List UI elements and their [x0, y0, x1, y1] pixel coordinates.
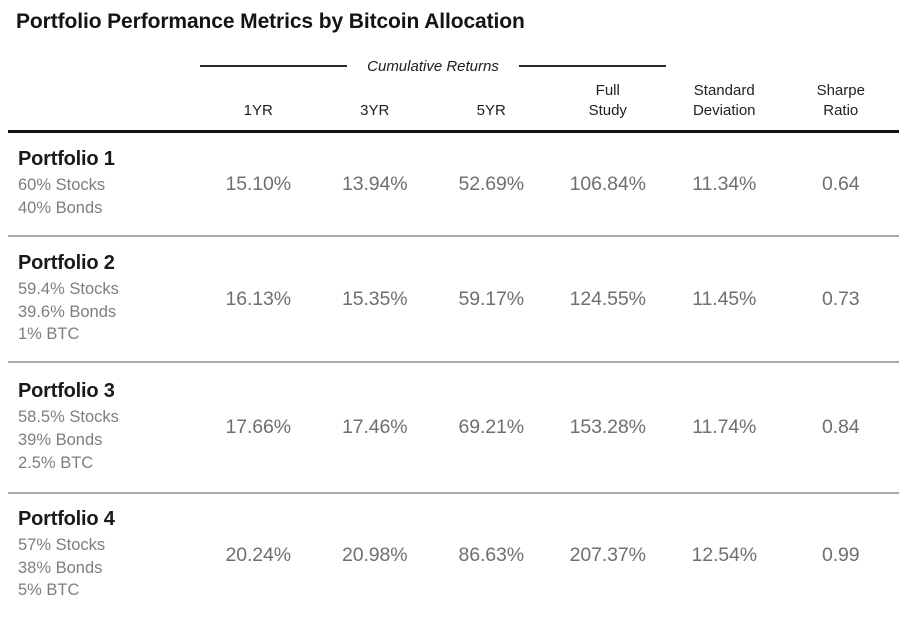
metric-value-3yr: 13.94%: [341, 172, 408, 195]
col-header-1yr: 1YR: [243, 101, 273, 119]
metric-value-standard-deviation: 11.34%: [692, 172, 757, 195]
allocation-line: 40% Bonds: [18, 199, 103, 217]
metric-value-full-study: 153.28%: [569, 416, 646, 438]
metric-value-standard-deviation: 11.74%: [692, 416, 757, 438]
metric-value-3yr: 20.98%: [341, 543, 408, 566]
table-row-portfolio-3: Portfolio 3 58.5% Stocks 39% Bonds 2.5% …: [8, 363, 899, 494]
metric-value-standard-deviation: 11.45%: [692, 287, 757, 310]
table-row-portfolio-4: Portfolio 4 57% Stocks 38% Bonds 5% BTC …: [8, 494, 899, 616]
col-header-standard-deviation: Standard Deviation: [692, 82, 756, 119]
metric-value-sharpe-ratio: 0.73: [821, 287, 860, 310]
metric-value-1yr: 15.10%: [225, 172, 292, 195]
group-header-row: Cumulative Returns: [8, 55, 899, 77]
col-header-sharpe-ratio: Sharpe Ratio: [816, 82, 865, 119]
group-header-line-left: [200, 65, 348, 67]
allocation-line: 58.5% Stocks: [18, 408, 119, 427]
allocation-line: 60% Stocks: [18, 176, 106, 195]
metric-value-1yr: 20.24%: [225, 543, 292, 566]
portfolio-name: Portfolio 3: [18, 380, 115, 403]
row-label: Portfolio 4 57% Stocks 38% Bonds 5% BTC: [8, 508, 200, 602]
metric-value-3yr: 17.46%: [341, 416, 408, 438]
portfolio-name: Portfolio 1: [18, 148, 115, 171]
metric-value-5yr: 59.17%: [458, 287, 525, 310]
col-header-5yr: 5YR: [476, 101, 506, 119]
allocation-line: 39.6% Bonds: [18, 302, 117, 321]
col-header-full-study: Full Study: [588, 82, 627, 119]
column-header-row: 1YR 3YR 5YR Full Study Standard Deviatio…: [8, 81, 899, 130]
metric-value-1yr: 17.66%: [225, 416, 292, 438]
allocation-line: 1% BTC: [18, 325, 80, 344]
table-row-portfolio-2: Portfolio 2 59.4% Stocks 39.6% Bonds 1% …: [8, 237, 899, 363]
page-title: Portfolio Performance Metrics by Bitcoin…: [16, 10, 525, 33]
metric-value-1yr: 16.13%: [225, 287, 292, 310]
table-row-portfolio-1: Portfolio 1 60% Stocks 40% Bonds 15.10% …: [8, 133, 899, 237]
allocation-line: 38% Bonds: [18, 558, 103, 577]
allocation-line: 39% Bonds: [18, 431, 103, 450]
row-label: Portfolio 1 60% Stocks 40% Bonds: [8, 148, 200, 220]
row-label: Portfolio 3 58.5% Stocks 39% Bonds 2.5% …: [8, 380, 200, 474]
allocation-line: 57% Stocks: [18, 535, 106, 554]
metric-value-sharpe-ratio: 0.64: [821, 172, 860, 195]
row-label: Portfolio 2 59.4% Stocks 39.6% Bonds 1% …: [8, 252, 200, 346]
metric-value-5yr: 69.21%: [458, 416, 525, 438]
metric-value-sharpe-ratio: 0.99: [821, 543, 860, 566]
metric-value-full-study: 106.84%: [569, 172, 646, 195]
metric-value-standard-deviation: 12.54%: [691, 543, 758, 566]
cumulative-returns-label: Cumulative Returns: [367, 57, 499, 75]
metric-value-full-study: 207.37%: [569, 543, 646, 566]
metric-value-5yr: 86.63%: [458, 543, 525, 566]
portfolio-name: Portfolio 2: [18, 251, 115, 274]
metric-value-sharpe-ratio: 0.84: [821, 416, 860, 438]
allocation-line: 59.4% Stocks: [18, 279, 119, 298]
allocation-line: 5% BTC: [18, 581, 80, 600]
portfolio-metrics-table: Portfolio 1 60% Stocks 40% Bonds 15.10% …: [8, 130, 899, 616]
portfolio-name: Portfolio 4: [18, 507, 115, 530]
col-header-3yr: 3YR: [360, 101, 390, 119]
allocation-line: 2.5% BTC: [18, 453, 94, 472]
metric-value-3yr: 15.35%: [341, 287, 408, 310]
metric-value-5yr: 52.69%: [458, 172, 525, 195]
group-header-line-right: [518, 65, 666, 67]
metric-value-full-study: 124.55%: [569, 287, 646, 310]
cumulative-returns-group: Cumulative Returns: [200, 55, 666, 77]
